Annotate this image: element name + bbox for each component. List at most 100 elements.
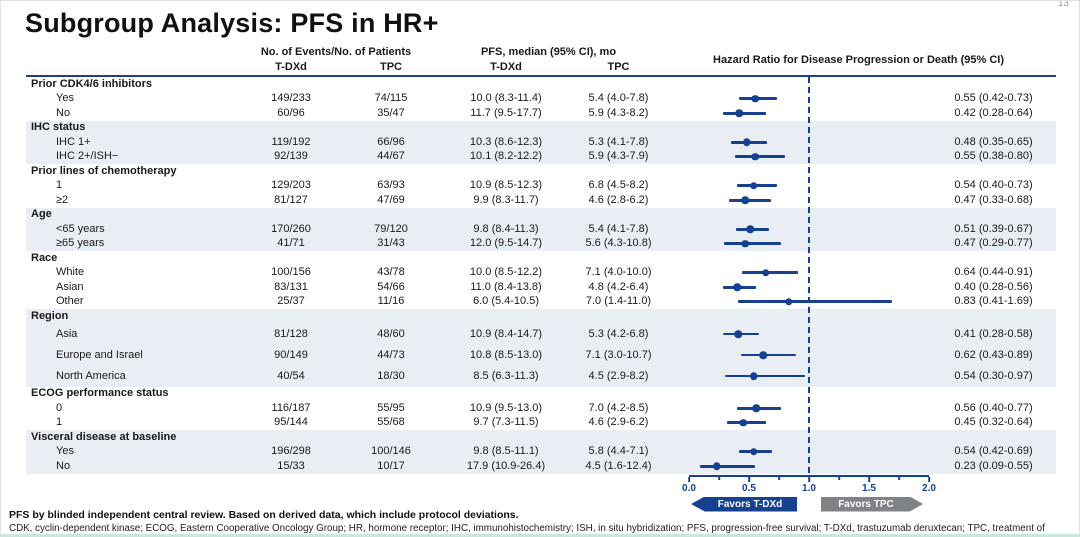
subgroup-label: ≥65 years <box>56 237 105 250</box>
hr-value: 0.47 (0.33-0.68) <box>954 193 1033 206</box>
axis-tick-major <box>808 476 810 482</box>
axis-tick-label: 0.5 <box>742 482 756 494</box>
hr-value: 0.56 (0.40-0.77) <box>954 401 1033 414</box>
header-pfs-tdxd: T-DXd <box>490 61 522 73</box>
forest-plot-cell <box>661 237 931 252</box>
forest-plot-area <box>689 295 929 310</box>
section-label: Region <box>31 309 69 322</box>
pfs-tdxd-value: 12.0 (9.5-14.7) <box>469 237 543 250</box>
pfs-tdxd-value: 10.9 (8.5-12.3) <box>469 179 543 192</box>
table-row: White 100/156 43/78 10.0 (8.5-12.2) 7.1 (4.0… <box>26 266 1056 281</box>
axis-tick-label: 1.0 <box>802 482 816 494</box>
pfs-tpc-value: 5.6 (4.3-10.8) <box>585 237 652 250</box>
table-row: 0 116/187 55/95 10.9 (9.5-13.0) 7.0 (4.2-8.5… <box>26 401 1056 416</box>
table-row: IHC 2+/ISH− 92/139 44/67 10.1 (8.2-12.2) 5.9… <box>26 150 1056 165</box>
table-row: North America 40/54 18/30 8.5 (6.3-11.3) 4.5… <box>26 366 1056 387</box>
events-tpc-value: 44/73 <box>377 348 405 361</box>
events-tdxd-value: 90/149 <box>274 348 308 361</box>
events-tpc-value: 74/115 <box>374 92 408 105</box>
table-row: 1 129/203 63/93 10.9 (8.5-12.3) 6.8 (4.5-8.2… <box>26 179 1056 194</box>
forest-plot-cell <box>661 366 931 387</box>
pfs-tpc-value: 6.8 (4.5-8.2) <box>588 179 649 192</box>
pfs-tdxd-value: 10.3 (8.6-12.3) <box>469 135 543 148</box>
forest-plot-area <box>689 179 929 194</box>
pfs-tdxd-value: 8.5 (6.3-11.3) <box>473 369 539 382</box>
forest-plot-area <box>689 237 929 252</box>
events-tdxd-value: 92/139 <box>274 150 308 163</box>
section-header-row: Prior lines of chemotherapy <box>26 164 1056 179</box>
events-tdxd-value: 41/71 <box>277 237 305 250</box>
table-row: Yes 196/298 100/146 9.8 (8.5-11.1) 5.8 (4.4-… <box>26 445 1056 460</box>
pfs-tpc-value: 4.6 (2.9-6.2) <box>588 416 649 429</box>
subgroup-label: IHC 2+/ISH− <box>56 150 119 163</box>
ci-line <box>734 155 785 159</box>
forest-plot-cell <box>661 280 931 295</box>
events-tpc-value: 18/30 <box>377 369 405 382</box>
hr-value: 0.48 (0.35-0.65) <box>954 135 1033 148</box>
table-row: 1 95/144 55/68 9.7 (7.3-11.5) 4.6 (2.9-6.2) 0… <box>26 416 1056 431</box>
table-row: Asia 81/128 48/60 10.9 (8.4-14.7) 5.3 (4.2-6… <box>26 324 1056 345</box>
pfs-tdxd-value: 11.7 (9.5-17.7) <box>470 106 542 119</box>
pfs-tpc-value: 5.4 (4.0-7.8) <box>588 92 649 105</box>
hr-point <box>750 448 758 456</box>
events-tdxd-value: 119/192 <box>271 135 311 148</box>
hr-value: 0.64 (0.44-0.91) <box>954 266 1033 279</box>
forest-plot-area <box>689 280 929 295</box>
forest-plot-area <box>689 445 929 460</box>
forest-plot-cell <box>661 266 931 281</box>
hr-axis-area: 0.0 0.5 1.0 1.5 2.0 <box>682 474 936 494</box>
events-tdxd-value: 116/187 <box>271 401 311 414</box>
section-label: Visceral disease at baseline <box>31 430 177 443</box>
table-header: No. of Events/No. of Patients PFS, media… <box>26 45 1056 77</box>
events-tdxd-value: 25/37 <box>277 295 305 308</box>
favors-tdxd-label: Favors T-DXd <box>717 498 783 510</box>
page-number: 13 <box>1057 0 1069 9</box>
hr-point <box>712 462 721 470</box>
pfs-tdxd-value: 10.9 (8.4-14.7) <box>469 327 543 340</box>
favors-arrows: Favors T-DXd Favors TPC <box>661 496 931 513</box>
forest-plot-area <box>689 416 929 431</box>
header-pfs-tpc: TPC <box>607 61 630 73</box>
forest-plot-cell <box>661 179 931 194</box>
header-events-tpc: TPC <box>380 61 402 73</box>
axis-tick-major <box>928 476 930 482</box>
events-tpc-value: 79/120 <box>374 222 408 235</box>
pfs-tdxd-value: 9.7 (7.3-11.5) <box>473 416 539 429</box>
table-section: Prior lines of chemotherapy 1 129/203 63/93… <box>26 164 1056 208</box>
section-label: Race <box>31 251 58 264</box>
forest-plot-cell <box>661 150 931 165</box>
table-row: ≥65 years 41/71 31/43 12.0 (9.5-14.7) 5.6 (4… <box>26 237 1056 252</box>
ci-line <box>699 464 755 468</box>
subgroup-label: Asia <box>56 327 78 340</box>
axis-tick-minor <box>778 476 780 480</box>
ci-line <box>738 300 892 304</box>
forest-plot-cell <box>661 324 931 345</box>
pfs-tpc-value: 5.9 (4.3-7.9) <box>588 150 649 163</box>
pfs-tdxd-value: 9.8 (8.4-11.3) <box>473 222 539 235</box>
hr-value: 0.62 (0.43-0.89) <box>954 348 1033 361</box>
pfs-tpc-value: 7.0 (1.4-11.0) <box>585 295 652 308</box>
table-row: ≥2 81/127 47/69 9.9 (8.3-11.7) 4.6 (2.8-6.2)… <box>26 193 1056 208</box>
forest-plot-area <box>689 135 929 150</box>
forest-plot-cell <box>661 295 931 310</box>
pfs-tdxd-value: 10.1 (8.2-12.2) <box>469 150 543 163</box>
pfs-tpc-value: 5.8 (4.4-7.1) <box>588 445 649 458</box>
pfs-tpc-value: 5.3 (4.2-6.8) <box>588 327 649 340</box>
axis-tick-minor <box>838 476 840 480</box>
subgroup-label: Yes <box>56 92 74 105</box>
events-tdxd-value: 149/233 <box>271 92 311 105</box>
pfs-tpc-value: 7.1 (3.0-10.7) <box>585 348 652 361</box>
events-tpc-value: 11/16 <box>377 295 405 308</box>
pfs-tdxd-value: 10.9 (9.5-13.0) <box>469 401 543 414</box>
subgroup-label: 1 <box>56 179 63 192</box>
hr-point <box>735 109 744 117</box>
events-tpc-value: 47/69 <box>377 193 405 206</box>
hr-value: 0.42 (0.28-0.64) <box>954 106 1033 119</box>
ci-line <box>723 242 782 246</box>
section-label: Prior CDK4/6 inhibitors <box>31 77 153 90</box>
forest-plot-area <box>689 92 929 107</box>
section-header-row: Race <box>26 251 1056 266</box>
table-section: ECOG performance status 0 116/187 55/95 10.9… <box>26 387 1056 431</box>
subgroup-label: No <box>56 106 71 119</box>
pfs-tpc-value: 4.8 (4.2-6.4) <box>588 280 649 293</box>
